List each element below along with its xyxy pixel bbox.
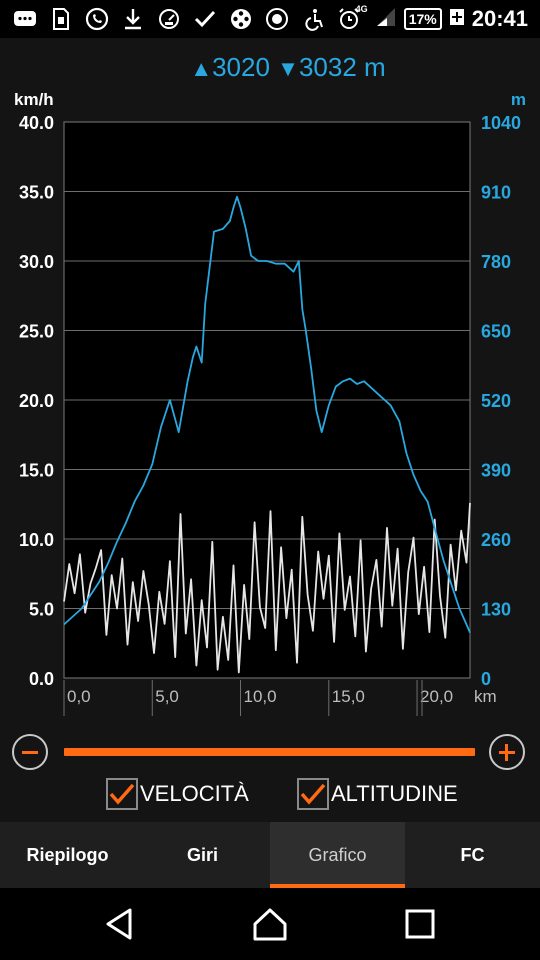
zoom-in-button[interactable] xyxy=(489,734,525,770)
clock: 20:41 xyxy=(471,6,528,31)
sim-icon xyxy=(48,6,74,32)
tab-fc[interactable]: FC xyxy=(460,844,485,865)
speed-checkbox[interactable] xyxy=(106,778,138,810)
signal-icon xyxy=(376,7,396,32)
battery-indicator: 17% xyxy=(403,8,442,30)
tab-grafico[interactable]: Grafico xyxy=(270,822,405,888)
back-icon[interactable] xyxy=(102,906,138,942)
right-tick-label: 130 xyxy=(481,600,511,620)
right-tick-label: 390 xyxy=(481,461,511,481)
left-tick-label: 5.0 xyxy=(29,600,54,620)
accessibility-icon xyxy=(300,6,326,32)
altitude-series-line xyxy=(63,195,471,633)
left-tick-label: 15.0 xyxy=(19,461,54,481)
checkmark-icon xyxy=(300,783,326,805)
left-tick-label: 10.0 xyxy=(19,530,54,550)
zoom-slider-row xyxy=(0,730,540,774)
minus-icon xyxy=(22,751,38,754)
film-reel-icon xyxy=(228,6,254,32)
right-tick-label: 520 xyxy=(481,391,511,411)
left-tick-label: 30.0 xyxy=(19,252,54,272)
whatsapp-icon xyxy=(84,6,110,32)
tab-giri[interactable]: Giri xyxy=(186,844,218,865)
ascent-value: 3020 xyxy=(212,52,270,82)
main-content: ▲3020 ▼3032 m km/h m 0.0 0 5.0 130 10.0 260 15… xyxy=(0,38,540,822)
system-nav-bar xyxy=(0,888,540,960)
chat-icon xyxy=(12,6,38,32)
speed-toggle-label: VELOCITÀ xyxy=(140,781,249,806)
recents-icon[interactable] xyxy=(402,906,438,942)
active-tab-indicator xyxy=(270,884,405,888)
download-icon xyxy=(120,6,146,32)
x-axis-unit: km xyxy=(474,687,497,706)
left-tick-label: 25.0 xyxy=(19,322,54,342)
altitude-toggle-label: ALTITUDINE xyxy=(331,781,458,806)
network-type: 4G xyxy=(355,4,368,14)
descent-triangle-icon: ▼ xyxy=(277,56,299,81)
left-tick-label: 20.0 xyxy=(19,391,54,411)
x-tick-label: 15,0 xyxy=(332,687,365,706)
range-slider[interactable] xyxy=(64,748,475,756)
tab-bar: Riepilogo Giri Grafico FC xyxy=(0,822,540,888)
right-tick-label: 650 xyxy=(481,322,511,342)
gauge-icon xyxy=(264,6,290,32)
status-bar: 4G 17% 20:41 xyxy=(0,0,540,38)
home-icon[interactable] xyxy=(252,906,288,942)
descent-value: 3032 m xyxy=(298,52,386,82)
speed-series-line xyxy=(63,502,471,674)
alarm-icon xyxy=(336,6,362,32)
notification-icons xyxy=(12,6,362,32)
battery-plus-icon xyxy=(449,8,464,31)
altitude-toggle[interactable]: ALTITUDINE xyxy=(297,778,458,810)
status-right: 4G 17% 20:41 xyxy=(356,0,528,38)
check-icon xyxy=(192,6,218,32)
speedometer-icon xyxy=(156,6,182,32)
checkmark-icon xyxy=(109,783,135,805)
zoom-out-button[interactable] xyxy=(12,734,48,770)
altitude-checkbox[interactable] xyxy=(297,778,329,810)
plus-icon-v xyxy=(505,744,508,761)
right-tick-label: 910 xyxy=(481,183,511,203)
right-tick-label: 260 xyxy=(481,530,511,550)
speed-altitude-chart[interactable]: 0.0 0 5.0 130 10.0 260 15.0 390 20.0 520 25.0 650 30… xyxy=(0,38,540,728)
tab-grafico-label: Grafico xyxy=(308,844,367,865)
x-tick-label: 5,0 xyxy=(155,687,179,706)
right-tick-label: 0 xyxy=(481,669,491,689)
x-tick-label: 10,0 xyxy=(244,687,277,706)
speed-toggle[interactable]: VELOCITÀ xyxy=(106,778,249,810)
left-tick-label: 0.0 xyxy=(29,669,54,689)
series-toggles: VELOCITÀ ALTITUDINE xyxy=(0,776,540,816)
tab-riepilogo[interactable]: Riepilogo xyxy=(26,844,109,865)
x-tick-label: 20,0 xyxy=(420,687,453,706)
right-tick-label: 1040 xyxy=(481,113,521,133)
right-tick-label: 780 xyxy=(481,252,511,272)
left-axis-unit: km/h xyxy=(14,90,54,109)
x-tick-label: 0,0 xyxy=(67,687,91,706)
right-axis-unit: m xyxy=(510,90,526,109)
elevation-summary: ▲3020 ▼3032 m xyxy=(0,52,540,83)
ascent-triangle-icon: ▲ xyxy=(190,56,213,81)
left-tick-label: 35.0 xyxy=(19,183,54,203)
left-tick-label: 40.0 xyxy=(19,113,54,133)
